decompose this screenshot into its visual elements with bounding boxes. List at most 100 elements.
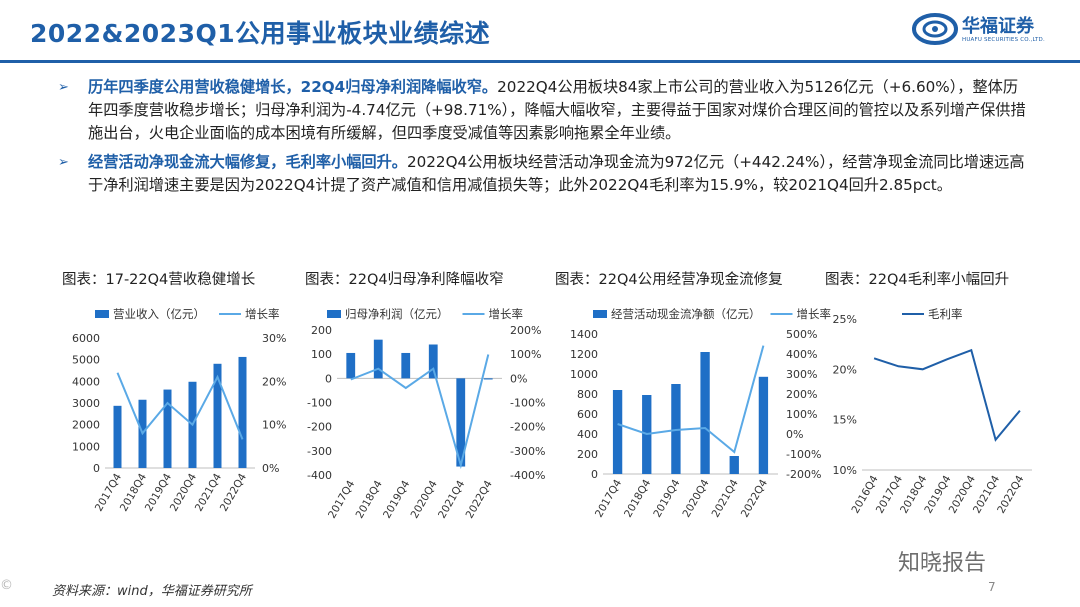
page-number: 7 [988,580,996,594]
bullet-body: 2022Q4公用板块经营活动净现金流为972亿元（+442.24%），经营净现金… [88,153,1025,194]
chart-title-gross-margin: 图表：22Q4毛利率小幅回升 [825,272,1010,288]
y-tick-label: 400 [577,428,598,441]
y2-tick-label: 400% [786,348,817,361]
x-tick-label: 2017Q4 [593,477,624,519]
bullet-arrow-icon: ➢ [58,80,69,95]
bar [238,356,247,468]
y-tick-label: 200 [577,448,598,461]
y-tick-label: 0 [591,468,598,481]
legend-label: 增长率 [797,307,832,321]
y-tick-label: 2000 [72,419,100,432]
chart-title-net-profit: 图表：22Q4归母净利降幅收窄 [305,272,504,288]
company-logo: 华福证券 HUAFU SECURITIES CO.,LTD. [910,10,1070,50]
bar [700,352,710,474]
gross-margin-chart-svg: 10%15%20%25% 毛利率2016Q42017Q42018Q42019Q42… [833,307,1032,516]
y2-tick-label: 0% [786,428,803,441]
watermark: 知晓报告 [898,551,987,576]
y-tick-label: 1000 [570,368,598,381]
y-tick-label: -400 [307,469,332,482]
bar [456,378,466,467]
y-tick-label: 1400 [570,328,598,341]
legend-label: 毛利率 [928,307,963,321]
x-tick-label: 2018Q4 [622,477,653,519]
bar [758,376,769,474]
series-line [116,372,244,440]
bullet-body: 2022Q4公用板块84家上市公司的营业收入为5126亿元（+6.60%），整体… [88,78,1026,142]
y2-tick-label: 200% [786,388,817,401]
y2-tick-label: -200% [786,468,821,481]
y-tick-label: 0 [325,372,332,385]
y2-tick-label: 200% [510,324,541,337]
chart-title-cashflow: 图表：22Q4公用经营净现金流修复 [555,272,783,288]
y2-tick-label: -400% [510,469,545,482]
chart-title-revenue: 图表：17-22Q4营收稳健增长 [62,272,256,288]
y-tick-label: 600 [577,408,598,421]
y2-tick-label: 10% [262,419,286,432]
y2-tick-label: 0% [510,372,527,385]
bar [373,339,383,379]
legend-bar-swatch [593,310,607,318]
bar [213,363,222,468]
page-title: 2022&2023Q1公用事业板块业绩综述 [30,19,491,48]
series-line [617,345,765,454]
bar [113,405,122,468]
y2-tick-label: 100% [510,348,541,361]
revenue-chart-svg: 0 1000 2000 3000 4000 5000 6000 0% 10% 20% 30% 营业收入… [72,307,286,514]
y2-tick-label: -100% [786,448,821,461]
y2-tick-label: 20% [262,375,286,388]
logo-emblem-icon [912,13,958,45]
y2-tick-label: 30% [262,332,286,345]
legend-label: 经营活动现金流净额（亿元） [611,307,761,321]
y2-tick-label: -100% [510,397,545,410]
bullet-lead: 经营活动净现金流大幅修复，毛利率小幅回升。 [88,153,407,171]
y2-tick-label: 500% [786,328,817,341]
source-note: 资料来源：wind，华福证券研究所 [52,584,252,599]
y-tick-label: 15% [833,414,857,427]
title-divider [0,60,1080,63]
y-tick-label: 100 [311,348,332,361]
logo-english-name: HUAFU SECURITIES CO.,LTD. [962,37,1045,43]
chart-cashflow: 0 200 400 600 800 1000 1200 1400 -200% -100% 0% 100… [548,298,831,532]
y-tick-label: 10% [833,464,857,477]
legend-bar-swatch [95,310,109,318]
y-tick-label: -100 [307,397,332,410]
y2-tick-label: -200% [510,421,545,434]
bullet-arrow-icon: ➢ [58,155,69,170]
legend-label: 增长率 [489,307,524,321]
y-tick-label: 800 [577,388,598,401]
y-tick-label: 25% [833,313,857,326]
bullet-revenue-profit: ➢ 历年四季度公用营收稳健增长，22Q4归母净利润降幅收窄。2022Q4公用板块… [58,76,1028,145]
bullet-lead: 历年四季度公用营收稳健增长，22Q4归母净利润降幅收窄。 [88,78,498,96]
x-tick-label: 2020Q4 [680,477,711,519]
x-tick-label: 2022Q4 [464,478,495,520]
y-tick-label: -300 [307,445,332,458]
y-tick-label: 3000 [72,397,100,410]
chart-revenue: 0 1000 2000 3000 4000 5000 6000 0% 10% 20% 30% 营业收入… [50,298,300,532]
x-tick-label: 2019Q4 [651,477,682,519]
bar [428,344,438,379]
bar [483,378,493,380]
legend-label: 营业收入（亿元） [113,307,205,321]
bar [401,352,411,379]
y-tick-label: 1200 [570,348,598,361]
logo-chinese-name: 华福证券 [962,16,1034,37]
legend-bar-swatch [327,310,341,318]
y-tick-label: 200 [311,324,332,337]
x-tick-label: 2021Q4 [710,477,741,519]
chart-gross-margin: 10% 15% 20% 25% 毛利率 2016Q4 2017Q4 2018Q4 2019Q4 2… [822,298,1052,532]
summary-bullets: ➢ 历年四季度公用营收稳健增长，22Q4归母净利润降幅收窄。2022Q4公用板块… [58,76,1028,203]
y-tick-label: 4000 [72,375,100,388]
watermark-corner: © [0,578,13,593]
y2-tick-label: 0% [262,462,279,475]
y2-tick-label: -300% [510,445,545,458]
x-tick-label: 2022Q4 [739,477,770,519]
y-tick-label: 1000 [72,440,100,453]
legend-label: 增长率 [245,307,280,321]
legend-label: 归母净利润（亿元） [345,307,449,321]
y-tick-label: 0 [93,462,100,475]
chart-net-profit: -400 -300 -200 -100 0 100 200 -400% -300% -200% -1… [292,298,547,532]
bar [729,456,739,474]
y2-tick-label: 100% [786,408,817,421]
y-tick-label: -200 [307,421,332,434]
y-tick-label: 5000 [72,354,100,367]
